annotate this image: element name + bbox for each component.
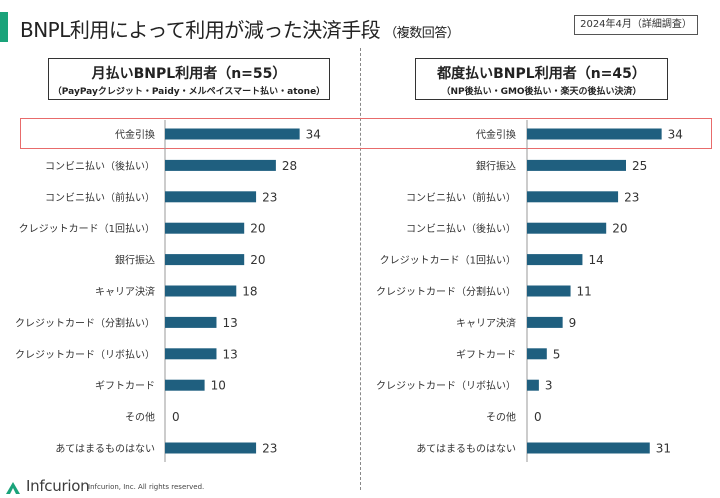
left-category-label: クレジットカード（リボ払い） bbox=[15, 348, 155, 361]
title-subtitle: （複数回答） bbox=[384, 26, 460, 41]
right-category-label: キャリア決済 bbox=[456, 316, 516, 329]
left-bar bbox=[165, 442, 257, 454]
right-value-label: 5 bbox=[553, 347, 561, 361]
left-category-label: あてはまるものはない bbox=[55, 443, 155, 455]
right-bar bbox=[527, 128, 662, 140]
left-value-label: 13 bbox=[222, 347, 237, 361]
left-panel-subtitle: （PayPayクレジット・Paidy・メルペイスマート払い・atone） bbox=[52, 87, 326, 97]
right-value-label: 0 bbox=[534, 410, 542, 424]
left-category-label: 代金引換 bbox=[115, 128, 155, 141]
left-bar bbox=[165, 348, 217, 360]
left-category-label: コンビニ払い（前払い） bbox=[45, 191, 155, 204]
right-value-label: 34 bbox=[668, 128, 683, 142]
right-bar bbox=[527, 379, 539, 391]
left-panel-header: 月払いBNPL利用者（n=55） （PayPayクレジット・Paidy・メルペイ… bbox=[48, 58, 330, 100]
infcurion-logo-icon bbox=[6, 482, 20, 494]
right-category-label: 銀行振込 bbox=[476, 159, 516, 172]
right-value-label: 3 bbox=[545, 379, 553, 393]
left-bar bbox=[165, 222, 245, 234]
left-bar bbox=[165, 191, 257, 203]
right-value-label: 25 bbox=[632, 159, 647, 173]
highlight-row-frame bbox=[20, 118, 712, 149]
left-bar bbox=[165, 379, 205, 391]
right-bar bbox=[527, 254, 583, 266]
right-category-label: その他 bbox=[486, 411, 516, 424]
right-bar bbox=[527, 159, 626, 171]
footer-copyright: Infcurion, Inc. All rights reserved. bbox=[88, 483, 205, 491]
right-category-label: コンビニ払い（後払い） bbox=[406, 222, 516, 235]
date-badge: 2024年4月（詳細調査） bbox=[574, 15, 698, 35]
footer-brand: Infcurion bbox=[26, 477, 90, 495]
right-category-label: 代金引換 bbox=[476, 128, 516, 141]
right-category-label: クレジットカード（分割払い） bbox=[376, 285, 516, 298]
left-panel-title: 月払いBNPL利用者（n=55） bbox=[91, 66, 287, 82]
left-bar bbox=[165, 285, 237, 297]
right-value-label: 14 bbox=[588, 253, 603, 267]
right-category-label: ギフトカード bbox=[456, 349, 516, 361]
right-category-label: あてはまるものはない bbox=[416, 443, 516, 455]
right-bar bbox=[527, 191, 619, 203]
left-category-label: キャリア決済 bbox=[95, 285, 155, 298]
right-value-label: 20 bbox=[612, 222, 627, 236]
left-value-label: 23 bbox=[262, 190, 277, 204]
right-bar bbox=[527, 285, 571, 297]
left-value-label: 28 bbox=[282, 159, 297, 173]
left-value-label: 13 bbox=[222, 316, 237, 330]
right-category-label: コンビニ払い（前払い） bbox=[406, 191, 516, 204]
left-value-label: 10 bbox=[211, 379, 226, 393]
left-category-label: ギフトカード bbox=[95, 380, 155, 392]
right-value-label: 9 bbox=[569, 316, 577, 330]
right-bar bbox=[527, 348, 547, 360]
left-category-label: 銀行振込 bbox=[115, 254, 155, 267]
left-category-label: クレジットカード（分割払い） bbox=[15, 316, 155, 329]
left-bar bbox=[165, 254, 245, 266]
accent-bar bbox=[0, 12, 8, 42]
left-value-label: 0 bbox=[172, 410, 180, 424]
title-main: BNPL利用によって利用が減った決済手段 bbox=[20, 18, 381, 42]
right-bar bbox=[527, 442, 650, 454]
right-category-label: クレジットカード（リボ払い） bbox=[376, 379, 516, 392]
left-category-label: その他 bbox=[125, 411, 155, 424]
left-value-label: 23 bbox=[262, 442, 277, 456]
right-value-label: 23 bbox=[624, 190, 639, 204]
right-panel-subtitle: （NP後払い・GMO後払い・楽天の後払い決済） bbox=[441, 87, 642, 97]
left-value-label: 34 bbox=[306, 128, 321, 142]
left-bar bbox=[165, 316, 217, 328]
left-value-label: 18 bbox=[242, 285, 257, 299]
left-bar bbox=[165, 159, 276, 171]
panel-divider bbox=[360, 48, 361, 490]
left-bar bbox=[165, 128, 300, 140]
left-value-label: 20 bbox=[250, 222, 265, 236]
left-category-label: クレジットカード（1回払い） bbox=[19, 222, 155, 235]
right-value-label: 11 bbox=[577, 285, 592, 299]
page-title: BNPL利用によって利用が減った決済手段 （複数回答） bbox=[20, 14, 460, 43]
right-panel-header: 都度払いBNPL利用者（n=45） （NP後払い・GMO後払い・楽天の後払い決済… bbox=[415, 58, 668, 100]
left-category-label: コンビニ払い（後払い） bbox=[45, 159, 155, 172]
right-value-label: 31 bbox=[656, 442, 671, 456]
right-bar bbox=[527, 222, 607, 234]
right-panel-title: 都度払いBNPL利用者（n=45） bbox=[437, 66, 646, 82]
left-value-label: 20 bbox=[250, 253, 265, 267]
right-category-label: クレジットカード（1回払い） bbox=[380, 254, 516, 267]
right-bar bbox=[527, 316, 563, 328]
